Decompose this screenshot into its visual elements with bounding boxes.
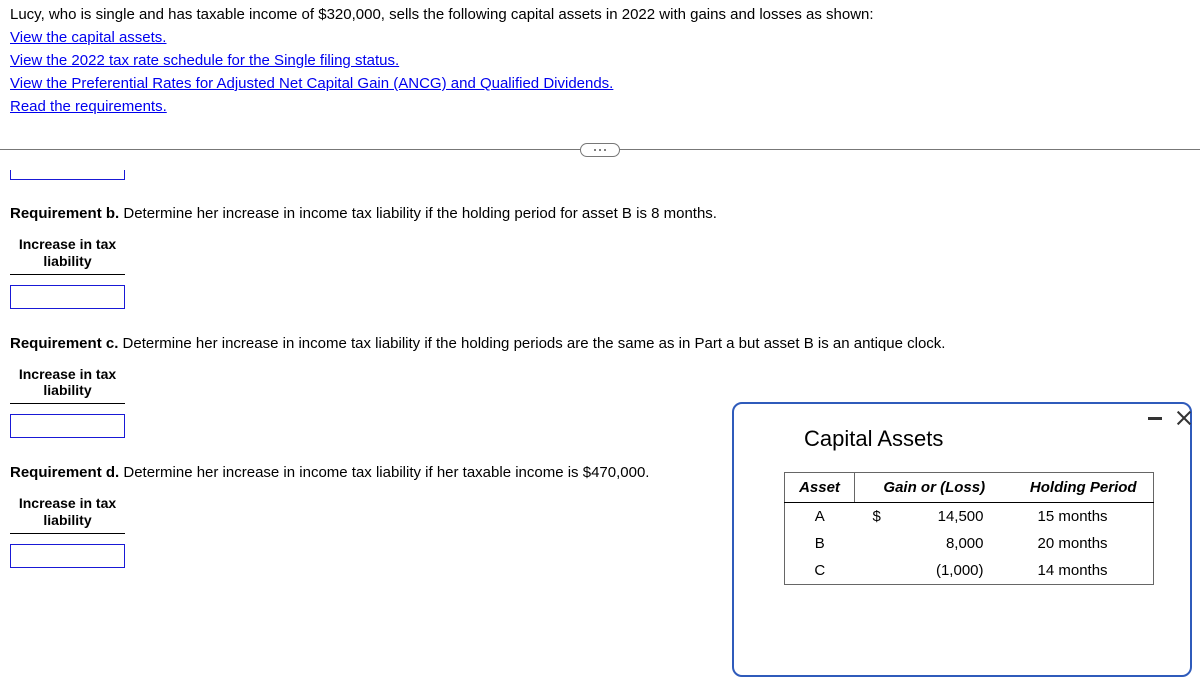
popup-title: Capital Assets bbox=[804, 426, 943, 452]
requirement-b-label: Requirement b. bbox=[10, 205, 119, 222]
capital-assets-popup: Capital Assets Asset Gain or (Loss) Hold… bbox=[732, 402, 1192, 677]
capital-assets-table: Asset Gain or (Loss) Holding Period A $ … bbox=[784, 472, 1154, 585]
req-c-input[interactable] bbox=[10, 414, 125, 438]
req-b-input[interactable] bbox=[10, 285, 125, 309]
requirement-c-label: Requirement c. bbox=[10, 335, 118, 352]
table-row: A $ 14,500 15 months bbox=[785, 503, 1154, 531]
col-gain: Gain or (Loss) bbox=[855, 473, 1014, 503]
table-row: C (1,000) 14 months bbox=[785, 557, 1154, 585]
col-asset: Asset bbox=[785, 473, 855, 503]
link-capital-assets[interactable]: View the capital assets. bbox=[10, 27, 166, 48]
table-row: B 8,000 20 months bbox=[785, 530, 1154, 557]
requirement-c-text: Requirement c. Determine her increase in… bbox=[10, 335, 1190, 352]
req-c-header: Increase in taxliability bbox=[10, 366, 125, 405]
col-holding: Holding Period bbox=[1014, 473, 1154, 503]
req-d-header: Increase in taxliability bbox=[10, 495, 125, 534]
section-divider bbox=[0, 149, 1200, 150]
link-tax-schedule[interactable]: View the 2022 tax rate schedule for the … bbox=[10, 50, 399, 71]
close-icon[interactable] bbox=[1176, 410, 1192, 426]
intro-text: Lucy, who is single and has taxable inco… bbox=[10, 4, 1190, 25]
link-requirements[interactable]: Read the requirements. bbox=[10, 96, 167, 117]
req-b-header: Increase in taxliability bbox=[10, 236, 125, 275]
input-partial-top[interactable] bbox=[10, 170, 125, 180]
minimize-icon[interactable] bbox=[1148, 417, 1162, 420]
link-preferential-rates[interactable]: View the Preferential Rates for Adjusted… bbox=[10, 73, 613, 94]
req-d-input[interactable] bbox=[10, 544, 125, 568]
expand-pill[interactable] bbox=[580, 143, 620, 157]
requirement-b-text: Requirement b. Determine her increase in… bbox=[10, 205, 1190, 222]
requirement-d-label: Requirement d. bbox=[10, 464, 119, 481]
